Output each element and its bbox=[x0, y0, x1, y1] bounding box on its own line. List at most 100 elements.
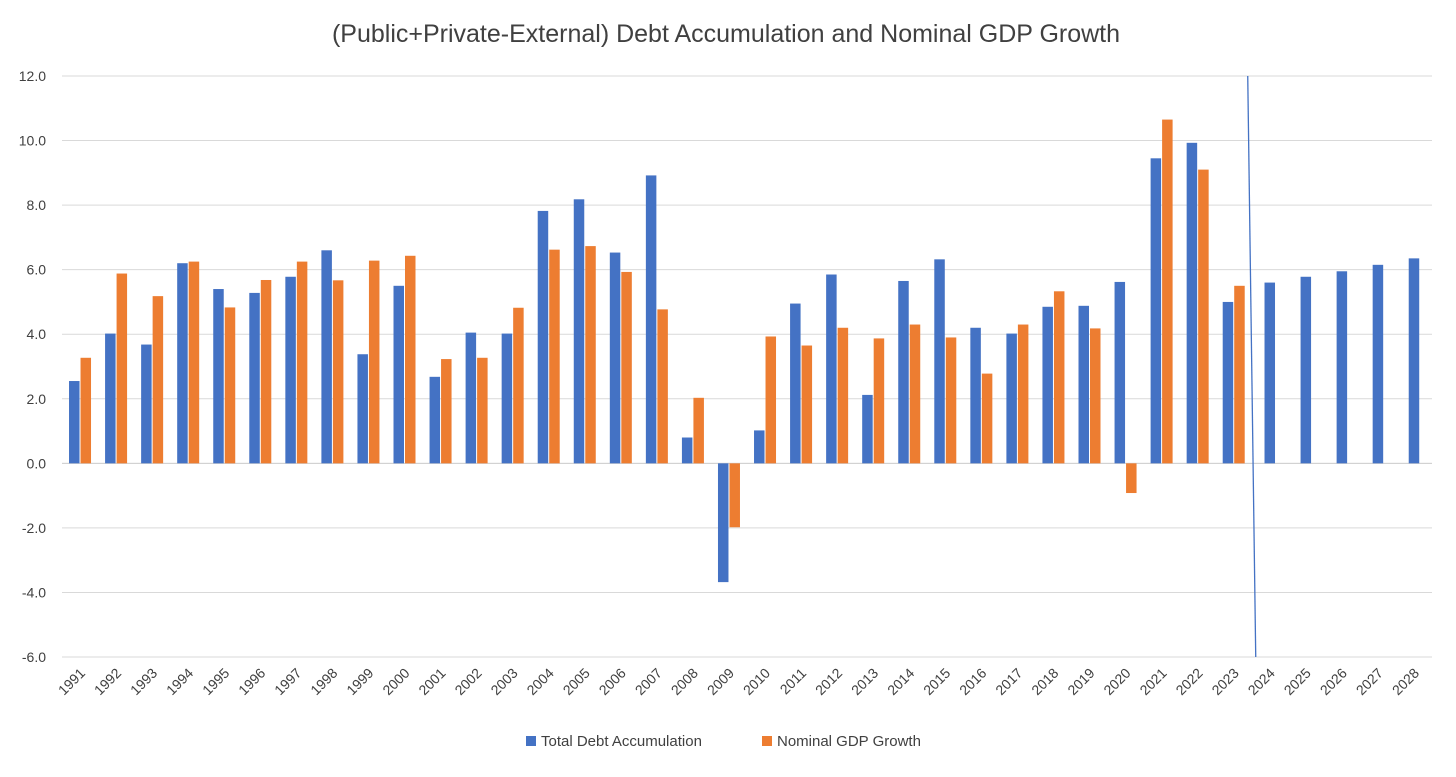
gdp-bar-2020 bbox=[1126, 463, 1137, 494]
x-tick-label: 2024 bbox=[1245, 665, 1278, 698]
gdp-bar-2015 bbox=[945, 337, 957, 464]
debt-bar-1992 bbox=[105, 333, 116, 464]
x-tick-label: 2011 bbox=[777, 665, 810, 698]
x-tick-label: 2017 bbox=[992, 665, 1025, 698]
x-tick-label: 2002 bbox=[451, 665, 484, 698]
debt-bar-2008 bbox=[681, 437, 693, 464]
debt-bar-2022 bbox=[1186, 142, 1198, 464]
gdp-bar-2003 bbox=[513, 307, 524, 464]
debt-bar-1995 bbox=[213, 289, 224, 464]
debt-bar-1996 bbox=[249, 292, 260, 464]
gdp-bar-2019 bbox=[1090, 328, 1101, 464]
debt-bar-2024 bbox=[1264, 282, 1276, 464]
x-tick-label: 1993 bbox=[127, 665, 160, 698]
debt-bar-2013 bbox=[862, 394, 873, 464]
gdp-bar-2006 bbox=[621, 271, 632, 464]
debt-bar-2007 bbox=[645, 175, 657, 464]
y-tick-label: 8.0 bbox=[27, 197, 47, 213]
gdp-bar-2005 bbox=[585, 246, 596, 464]
y-tick-label: 6.0 bbox=[27, 262, 47, 278]
debt-bar-2011 bbox=[790, 303, 801, 464]
y-tick-label: -4.0 bbox=[22, 584, 46, 600]
gdp-bar-2013 bbox=[873, 338, 885, 464]
debt-bar-2015 bbox=[934, 259, 945, 464]
debt-bar-2004 bbox=[537, 210, 549, 464]
debt-bar-2010 bbox=[754, 430, 765, 464]
legend-swatch bbox=[526, 736, 536, 746]
x-tick-label: 1998 bbox=[307, 665, 340, 698]
x-tick-label: 2016 bbox=[956, 665, 989, 698]
gdp-bar-2009 bbox=[729, 463, 740, 528]
debt-bar-1997 bbox=[285, 276, 296, 464]
gdp-bar-1991 bbox=[80, 357, 92, 464]
x-tick-label: 1999 bbox=[343, 665, 376, 698]
x-tick-label: 2004 bbox=[523, 665, 556, 698]
bars bbox=[69, 119, 1420, 583]
debt-bar-1991 bbox=[69, 381, 80, 464]
x-tick-label: 2000 bbox=[379, 665, 412, 698]
x-tick-label: 2013 bbox=[848, 665, 881, 698]
x-tick-label: 2006 bbox=[596, 665, 629, 698]
x-tick-label: 2028 bbox=[1389, 665, 1422, 698]
gdp-bar-2012 bbox=[837, 327, 849, 464]
debt-bar-1999 bbox=[357, 354, 368, 464]
debt-bar-2016 bbox=[970, 327, 981, 464]
legend-swatch bbox=[762, 736, 772, 746]
gdp-bar-2004 bbox=[549, 249, 560, 464]
gdp-bar-2010 bbox=[765, 336, 777, 464]
debt-bar-2002 bbox=[465, 332, 477, 464]
x-tick-label: 1992 bbox=[91, 665, 124, 698]
gdp-bar-2011 bbox=[801, 345, 813, 464]
gdp-bar-1997 bbox=[296, 261, 308, 464]
x-tick-label: 2001 bbox=[415, 665, 448, 698]
forecast-divider bbox=[1247, 75, 1257, 658]
forecast-divider-line bbox=[1247, 75, 1257, 658]
debt-bar-2009 bbox=[717, 463, 729, 583]
x-tick-label: 1995 bbox=[199, 665, 232, 698]
gdp-bar-1993 bbox=[152, 296, 164, 464]
debt-bar-2006 bbox=[609, 252, 621, 464]
gdp-bar-1992 bbox=[116, 273, 128, 464]
x-tick-label: 2023 bbox=[1208, 665, 1241, 698]
gdp-bar-2022 bbox=[1198, 169, 1209, 464]
y-tick-label: -2.0 bbox=[22, 520, 46, 536]
debt-bar-2003 bbox=[501, 333, 513, 464]
debt-bar-2005 bbox=[573, 199, 585, 464]
x-tick-label: 2014 bbox=[884, 665, 917, 698]
debt-bar-2000 bbox=[393, 285, 404, 464]
x-tick-label: 2008 bbox=[668, 665, 701, 698]
y-tick-label: 10.0 bbox=[19, 133, 46, 149]
x-tick-label: 2021 bbox=[1136, 665, 1169, 698]
x-tick-label: 2012 bbox=[812, 665, 845, 698]
x-tick-label: 2022 bbox=[1172, 665, 1205, 698]
y-tick-label: 4.0 bbox=[27, 326, 47, 342]
gdp-bar-1995 bbox=[224, 307, 236, 464]
y-tick-label: -6.0 bbox=[22, 649, 46, 665]
gdp-bar-2021 bbox=[1162, 119, 1173, 464]
x-tick-label: 2010 bbox=[740, 665, 773, 698]
x-tick-label: 1991 bbox=[55, 665, 88, 698]
x-tick-label: 2009 bbox=[704, 665, 737, 698]
y-tick-label: 0.0 bbox=[27, 455, 47, 471]
x-tick-label: 2019 bbox=[1064, 665, 1097, 698]
x-axis-tick-labels: 1991 1992 1993 1994 1995 1996 1997 1998 1999 2000… bbox=[55, 665, 1422, 698]
debt-bar-1998 bbox=[321, 250, 332, 464]
gdp-bar-2018 bbox=[1053, 291, 1065, 464]
x-tick-label: 1996 bbox=[235, 665, 268, 698]
x-tick-label: 1997 bbox=[271, 665, 304, 698]
x-tick-label: 2025 bbox=[1281, 665, 1314, 698]
debt-bar-2023 bbox=[1222, 301, 1234, 464]
debt-bar-1994 bbox=[177, 263, 188, 464]
x-tick-label: 2015 bbox=[920, 665, 953, 698]
debt-bar-2018 bbox=[1042, 306, 1053, 464]
chart-title: (Public+Private-External) Debt Accumulat… bbox=[332, 20, 1120, 48]
y-tick-label: 12.0 bbox=[19, 68, 46, 84]
debt-bar-2001 bbox=[429, 376, 441, 464]
x-tick-label: 2020 bbox=[1100, 665, 1133, 698]
debt-bar-2012 bbox=[826, 274, 837, 464]
debt-bar-2028 bbox=[1408, 258, 1420, 464]
debt-bar-2026 bbox=[1336, 271, 1348, 464]
gdp-bar-2001 bbox=[441, 359, 452, 464]
x-tick-label: 2027 bbox=[1353, 665, 1386, 698]
